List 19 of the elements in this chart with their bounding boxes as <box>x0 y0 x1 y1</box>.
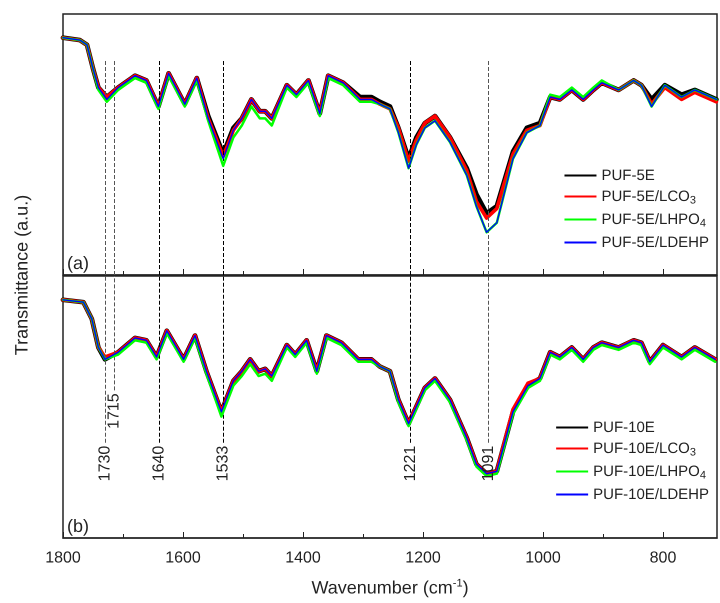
x-tick-label: 1000 <box>525 550 561 566</box>
x-tick-label: 800 <box>650 550 676 566</box>
legend-label: PUF-10E <box>593 419 655 436</box>
x-tick-label: 1200 <box>405 550 441 566</box>
legend-label: PUF-10E/LDEHP <box>593 486 710 503</box>
ref-line-label: 1715 <box>106 393 122 429</box>
x-tick-label: 1600 <box>165 550 201 566</box>
ref-line-label: 1091 <box>480 446 497 482</box>
x-tick-label: 1800 <box>45 550 81 566</box>
x-tick-label: 1400 <box>285 550 321 566</box>
ref-line-label: 1730 <box>96 446 114 482</box>
ref-line-label: 1640 <box>150 446 168 482</box>
ref-line-label: 1221 <box>402 446 419 482</box>
annotation: (b) <box>67 516 89 536</box>
y-axis-title: Transmittance (a.u.) <box>12 194 32 356</box>
ref-line-label: 1533 <box>214 446 232 482</box>
annotation: (a) <box>67 253 89 273</box>
legend-label: PUF-5E <box>601 167 655 184</box>
legend-label: PUF-5E/LDEHP <box>601 234 710 251</box>
